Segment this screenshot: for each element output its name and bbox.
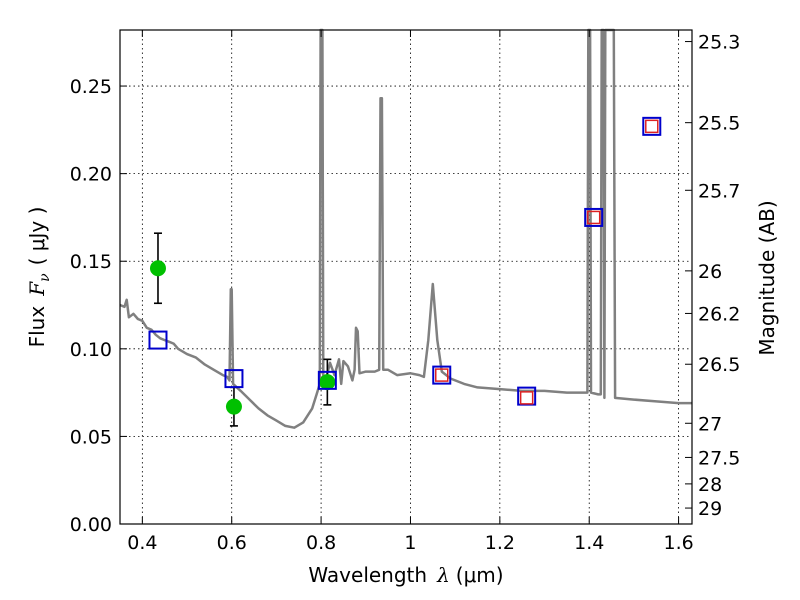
model-band-square (642, 116, 662, 136)
upper-limit-square (645, 119, 659, 134)
y-tick-label: 0.25 (70, 76, 112, 98)
model-band-square (432, 365, 452, 385)
y-tick-label: 0.20 (70, 164, 112, 186)
model-band-square (584, 207, 604, 227)
plot-area (119, 28, 692, 429)
upper-limit-square (586, 210, 601, 225)
y-tick-label: 0.05 (70, 426, 112, 448)
y2-tick-label: 26.2 (698, 303, 740, 325)
x-tick-label: 1 (404, 532, 416, 554)
y2-axis-label: Magnitude (AB) (755, 200, 779, 355)
model-band-square (148, 330, 168, 350)
y2-tick-label: 26.5 (698, 354, 740, 376)
x-tick-label: 0.4 (127, 532, 157, 554)
x-tick-label: 1.4 (574, 532, 604, 554)
y2-tick-label: 25.7 (698, 180, 740, 202)
y2-tick-label: 27.5 (698, 447, 740, 469)
y-tick-label: 0.15 (70, 251, 112, 273)
model-band-square (224, 369, 244, 389)
axis-ticks: 0.4 0.6 0.8 1 1.2 1.4 1.6 0.00 0.05 0.10 0.15 0.20 0… (70, 30, 740, 554)
observed-point (225, 398, 242, 415)
observed-point (149, 260, 166, 277)
y2-tick-label: 28 (698, 474, 722, 496)
x-tick-label: 1.6 (663, 532, 693, 554)
x-tick-label: 1.2 (485, 532, 515, 554)
x-tick-label: 0.8 (306, 532, 336, 554)
y2-tick-label: 25.5 (698, 113, 740, 135)
model-band-square (317, 370, 337, 390)
y-axis-label: FluxFν( μJy ) (25, 207, 53, 348)
observed-point (319, 374, 336, 391)
sed-model-line (119, 28, 692, 429)
y-tick-label: 0.10 (70, 339, 112, 361)
x-axis-label: Wavelength λ (μm) (308, 563, 503, 587)
upper-limit-square (519, 391, 534, 405)
plot-frame (119, 29, 693, 525)
y-tick-label: 0.00 (70, 514, 112, 536)
upper-limit-square (435, 368, 449, 382)
y2-tick-label: 27 (698, 413, 722, 435)
y2-tick-label: 25.3 (698, 32, 740, 54)
x-tick-label: 0.6 (217, 532, 247, 554)
y2-tick-label: 26 (698, 261, 722, 283)
y2-tick-label: 29 (698, 498, 722, 520)
